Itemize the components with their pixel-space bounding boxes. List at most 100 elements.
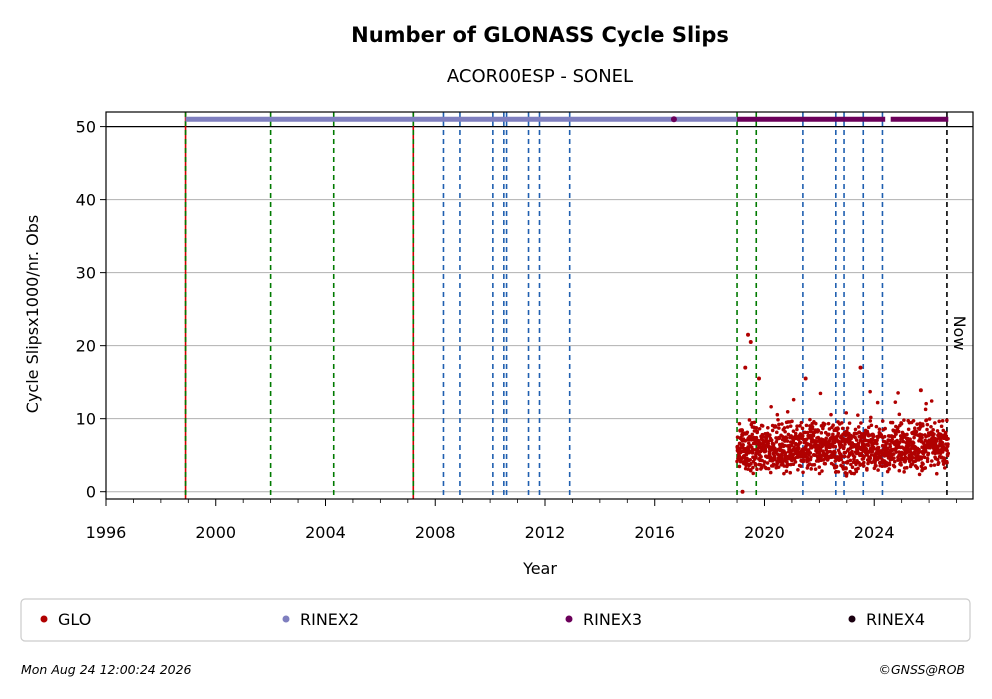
glo-point <box>737 453 742 458</box>
glo-point <box>816 428 821 433</box>
glo-point <box>946 451 951 456</box>
glo-point <box>791 439 796 443</box>
legend-marker-rinex4 <box>848 615 856 623</box>
glo-point <box>921 423 925 428</box>
glo-point <box>921 462 925 466</box>
glo-point <box>780 422 784 426</box>
glo-point <box>831 423 835 428</box>
glo-point <box>774 440 779 444</box>
y-tick-label: 0 <box>86 483 96 502</box>
plot-frame <box>105 111 974 500</box>
glo-point <box>919 457 923 461</box>
glo-point <box>772 455 777 459</box>
glo-point <box>808 417 812 422</box>
glo-point <box>933 421 937 425</box>
glo-point <box>793 460 798 464</box>
glo-point <box>882 434 887 439</box>
glo-point <box>927 417 932 421</box>
glo-point <box>819 455 823 460</box>
glo-point <box>829 412 833 417</box>
glo-point <box>842 445 846 449</box>
glo-point <box>923 466 928 470</box>
glo-point <box>888 444 893 449</box>
now-label: Now <box>950 316 969 351</box>
glo-point <box>911 441 916 445</box>
glo-point <box>735 444 740 449</box>
glo-point <box>758 463 763 467</box>
glo-point <box>839 443 844 447</box>
glo-point <box>901 439 906 444</box>
glo-point <box>763 449 768 453</box>
glo-point <box>840 426 845 431</box>
glo-point <box>821 437 825 442</box>
glo-point <box>887 467 891 471</box>
glo-point <box>880 419 885 423</box>
glo-point <box>924 401 928 406</box>
glo-point <box>761 435 766 439</box>
glo-point <box>899 422 904 426</box>
glo-point <box>748 457 752 462</box>
glo-point <box>853 427 858 432</box>
glo-point <box>940 419 945 423</box>
glo-point <box>785 439 790 443</box>
glo-point <box>825 449 830 454</box>
glo-point <box>752 420 757 425</box>
glo-point <box>777 436 782 441</box>
glo-point <box>869 415 873 420</box>
glo-point <box>756 376 761 381</box>
glo-point <box>876 457 880 462</box>
glo-point <box>782 426 787 430</box>
glo-point <box>746 467 750 471</box>
glo-point <box>932 432 936 437</box>
glo-point <box>786 432 791 437</box>
glo-point <box>924 449 928 454</box>
glo-point <box>785 425 790 429</box>
glo-point <box>894 432 898 436</box>
glo-point <box>875 400 880 405</box>
legend-marker-rinex2 <box>282 615 290 623</box>
glo-point <box>760 424 765 428</box>
glo-point <box>754 435 759 440</box>
glo-point <box>751 465 755 470</box>
glo-point <box>945 418 949 423</box>
glo-point <box>784 436 789 440</box>
glo-point <box>892 459 897 464</box>
glo-point <box>920 435 924 440</box>
glo-point <box>897 468 902 473</box>
glo-point <box>782 471 786 476</box>
y-tick-label: 40 <box>76 191 96 210</box>
y-tick-label: 20 <box>76 337 96 356</box>
glo-point <box>774 425 778 429</box>
glo-point <box>908 437 912 441</box>
glo-point <box>883 426 887 431</box>
glo-point <box>824 436 829 441</box>
x-tick-label: 2016 <box>634 523 675 542</box>
glo-point <box>751 471 756 476</box>
glo-point <box>782 443 787 448</box>
glo-point <box>849 471 854 476</box>
glo-point <box>915 422 919 426</box>
glo-point <box>797 446 801 451</box>
glo-point <box>850 449 854 454</box>
glo-point <box>771 442 776 446</box>
glo-point <box>891 452 896 456</box>
glo-point <box>766 466 771 471</box>
glo-point <box>820 469 824 473</box>
glo-point <box>871 434 876 439</box>
glo-point <box>770 428 775 433</box>
glo-point <box>876 468 880 472</box>
glo-point <box>766 439 771 444</box>
glo-point <box>940 440 945 445</box>
glo-point <box>844 466 848 471</box>
glo-point <box>737 421 742 426</box>
glo-point <box>868 456 873 460</box>
legend-label-glo: GLO <box>58 610 91 629</box>
glo-point <box>869 423 874 428</box>
glo-point <box>896 429 901 434</box>
glo-point <box>934 471 939 476</box>
glo-point <box>925 459 930 464</box>
glo-point <box>859 421 863 425</box>
glo-point <box>915 466 920 470</box>
glo-point <box>942 466 947 470</box>
grid-layer <box>106 126 973 493</box>
